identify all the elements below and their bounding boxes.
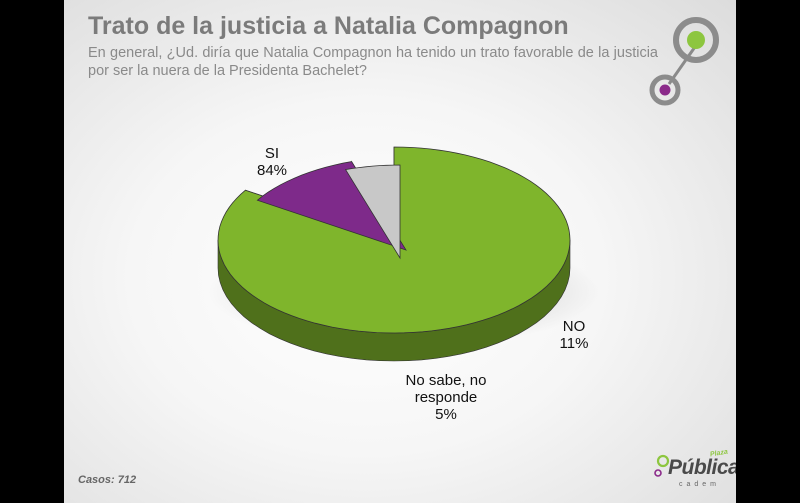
slice-label-no-sabe-line1: No sabe, no — [405, 372, 487, 389]
slice-value-no: 11% — [559, 335, 589, 352]
label-si: SI 84% — [240, 145, 304, 179]
brand-sub: cadem — [679, 481, 721, 488]
slice-value-si: 84% — [256, 162, 288, 179]
brand-name: Pública — [668, 456, 736, 479]
logo-rings-icon — [649, 17, 719, 106]
chart-subtitle: En general, ¿Ud. diría que Natalia Compa… — [88, 45, 658, 79]
slice-no-sabe — [344, 164, 401, 260]
brand-dot-icon — [654, 454, 670, 477]
label-no: NO 11% — [544, 318, 604, 352]
slice-value-no-sabe: 5% — [435, 406, 457, 423]
brand-logo: Plaza Pública cadem — [652, 448, 736, 496]
slice-no — [256, 161, 407, 251]
chart-title: Trato de la justicia a Natalia Compagnon — [88, 12, 569, 40]
slice-label-no: NO — [562, 318, 586, 335]
slice-label-no-sabe-line2: responde — [414, 389, 478, 406]
cases-count: Casos: 712 — [78, 474, 137, 486]
label-no-sabe: No sabe, no responde 5% — [396, 372, 496, 423]
slice-label-si: SI — [264, 145, 280, 162]
pie-chart — [208, 146, 600, 362]
slide: Trato de la justicia a Natalia Compagnon… — [64, 0, 736, 503]
